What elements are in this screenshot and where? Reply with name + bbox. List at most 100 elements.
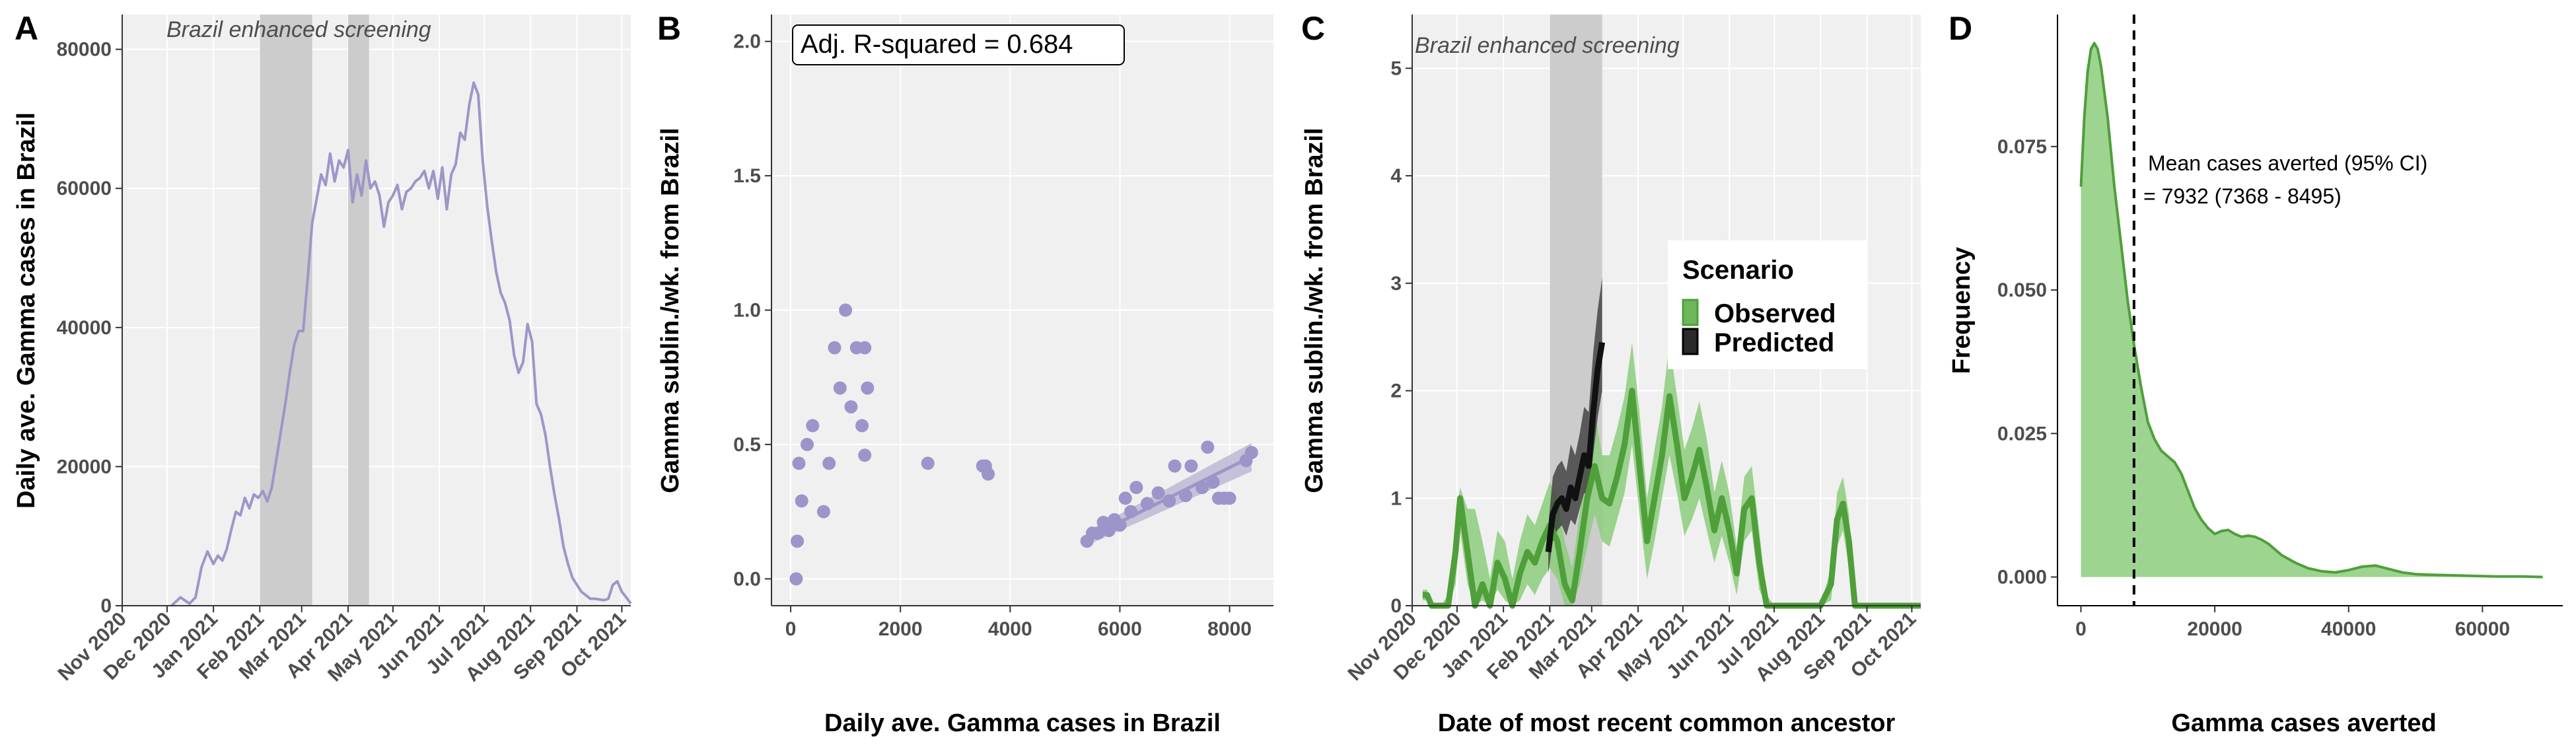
scatter-point [1091, 526, 1105, 540]
panel-c-legend: Scenario Observed Predicted [1668, 240, 1867, 369]
panel-c-legend-label-predicted: Predicted [1714, 328, 1834, 357]
panel-b-data-marks [789, 303, 1258, 586]
x-tick-label: 6000 [1098, 618, 1142, 640]
panel-c-legend-box [1668, 240, 1867, 369]
panel-b-y-axis-title: Gamma sublin./wk. from Brazil [657, 127, 684, 493]
y-tick-label: 0.050 [1997, 279, 2047, 301]
x-tick-label: 40000 [2321, 618, 2376, 640]
panel-b-letter: B [657, 10, 681, 47]
y-tick-label: 60000 [57, 178, 112, 199]
panel-b-annotation-box: Adj. R-squared = 0.684 [792, 24, 1125, 65]
panel-a-y-axis-title: Daily ave. Gamma cases in Brazil [13, 112, 40, 509]
scatter-point [816, 505, 830, 519]
panel-a-plot-area [122, 15, 631, 606]
scatter-point [1118, 491, 1132, 505]
y-tick-label: 0.075 [1997, 136, 2047, 158]
panel-a-shaded-periods [260, 15, 369, 606]
scatter-point [1201, 440, 1215, 454]
scatter-point [1206, 475, 1220, 489]
panel-a-annotation: Brazil enhanced screening [166, 17, 431, 42]
panel-d-x-axis-title: Gamma cases averted [2171, 709, 2436, 737]
x-tick-label: 0 [785, 618, 797, 640]
panel-a-data-marks [170, 81, 632, 607]
scatter-point [800, 437, 814, 451]
y-tick-label: 0.5 [733, 434, 761, 456]
scatter-point [1168, 459, 1182, 473]
scatter-point [1102, 524, 1116, 538]
panel-b-gridlines [771, 15, 1273, 606]
shaded-period [347, 15, 369, 606]
panel-c-x-axis-title: Date of most recent common ancestor [1438, 709, 1896, 737]
cases-line [170, 81, 632, 607]
y-tick-label: 0 [100, 595, 112, 617]
x-tick-label: 20000 [2187, 618, 2242, 640]
y-tick-label: 1 [1390, 487, 1402, 509]
scatter-point [1179, 489, 1193, 503]
scatter-point [1163, 494, 1176, 508]
panel-c-legend-title: Scenario [1682, 256, 1794, 285]
scatter-point [1184, 459, 1198, 473]
y-tick-label: 20000 [57, 456, 112, 478]
scatter-point [855, 419, 869, 433]
density-area [2081, 43, 2543, 577]
scatter-point [861, 381, 875, 395]
scatter-point [1124, 505, 1138, 519]
scatter-point [839, 303, 853, 317]
scatter-point [858, 341, 872, 355]
x-tick-label: 2000 [878, 618, 923, 640]
panel-b: B Adj. R-squared = 0.684 0.0 0.5 1.0 1.5 2.0… [657, 10, 1273, 737]
scatter-point [833, 381, 847, 395]
scatter-point [789, 572, 803, 586]
scatter-point [795, 494, 808, 508]
scatter-point [858, 448, 872, 462]
panel-d-axes: 0.000 0.025 0.050 0.075 0 20000 40000 60000 [1997, 15, 2563, 640]
panel-c-y-axis-title: Gamma sublin./wk. from Brazil [1301, 127, 1328, 493]
x-tick-label: 60000 [2455, 618, 2510, 640]
panel-d-letter: D [1949, 10, 1972, 47]
scatter-point [844, 400, 858, 413]
predicted-line [1545, 341, 1606, 553]
scatter-point [822, 456, 836, 470]
scatter-point [1140, 497, 1154, 511]
panel-c-legend-label-observed: Observed [1714, 299, 1836, 328]
scatter-point [828, 341, 841, 355]
panel-b-annotation-frame [792, 24, 1125, 65]
scatter-point [791, 534, 805, 548]
x-tick-label: 0 [2075, 618, 2087, 640]
scatter-point [806, 419, 820, 433]
shaded-period [260, 15, 312, 606]
y-tick-label: 0.000 [1997, 567, 2047, 589]
panel-b-x-axis-title: Daily ave. Gamma cases in Brazil [824, 709, 1221, 737]
panel-c-annotation: Brazil enhanced screening [1415, 33, 1680, 58]
panel-d-data-marks [2079, 15, 2543, 606]
panel-b-axes: 0.0 0.5 1.0 1.5 2.0 0 2000 4000 6000 8000 [733, 15, 1273, 640]
y-tick-label: 5 [1390, 57, 1402, 79]
scatter-point [1223, 491, 1236, 505]
panel-d-annotation-line-2: = 7932 (7368 - 8495) [2143, 184, 2342, 208]
y-tick-label: 1.0 [733, 300, 761, 322]
y-tick-label: 1.5 [733, 165, 761, 187]
y-tick-label: 2 [1390, 380, 1402, 402]
y-tick-label: 4 [1390, 165, 1402, 187]
panel-c-letter: C [1301, 10, 1325, 47]
x-tick-label: 4000 [988, 618, 1032, 640]
panel-d-y-axis-title: Frequency [1948, 247, 1976, 374]
x-tick-label: 8000 [1207, 618, 1252, 640]
scatter-point [1244, 446, 1258, 460]
panel-c: C Brazil enhanced screening Scenario Obs… [1301, 10, 1921, 737]
scatter-point [921, 456, 935, 470]
panel-b-annotation: Adj. R-squared = 0.684 [801, 30, 1073, 59]
scatter-point [1151, 486, 1165, 500]
scatter-point [1196, 481, 1209, 494]
density-line [2079, 42, 2543, 579]
y-tick-label: 3 [1390, 273, 1402, 295]
y-tick-label: 80000 [57, 39, 112, 61]
scatter-point [792, 456, 806, 470]
y-tick-label: 2.0 [733, 31, 761, 53]
panel-d: D Mean cases averted (95% CI) = 7932 (73… [1948, 10, 2563, 737]
y-tick-label: 0.025 [1997, 423, 2047, 445]
panel-d-annotation-line-1: Mean cases averted (95% CI) [2148, 151, 2427, 175]
scatter-point [1113, 518, 1127, 532]
panel-a: A Brazil enhanced screening 0 20000 40000 6… [13, 10, 632, 686]
